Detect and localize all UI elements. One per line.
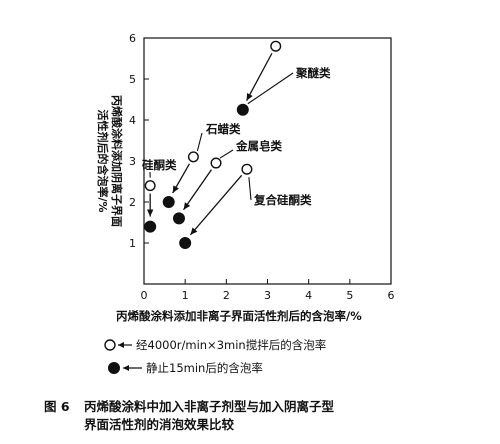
standing-point <box>163 197 174 208</box>
annotation-labels: 硅酮类 石蜡类 金属皂类 复合硅酮类 聚醚类 <box>142 66 331 207</box>
x-tick-label: 2 <box>223 289 230 302</box>
y-tick-label: 1 <box>129 237 136 250</box>
label-silicone: 硅酮类 <box>142 158 177 172</box>
figure-caption: 图 6 丙烯酸涂料中加入非离子剂型与加入阴离子型 界面活性剂的消泡效果比较 <box>44 398 484 434</box>
stirred-point <box>271 41 281 51</box>
arrow-line <box>190 175 241 235</box>
chart: 0 1 2 3 4 5 6 1 2 3 4 5 6 丙烯酸涂料添加阴离子界面 活性剂后的含泡率/% 丙… <box>0 0 500 395</box>
stirred-point <box>189 152 199 162</box>
y-axis-label-line2: 活性剂后的含泡率/% <box>96 109 110 212</box>
legend-open-circle-marker <box>105 340 115 350</box>
y-tick-label: 3 <box>129 155 136 168</box>
x-tick-label: 3 <box>264 289 271 302</box>
caption-line1: 丙烯酸涂料中加入非离子剂型与加入阴离子型 <box>84 399 334 414</box>
x-axis-label: 丙烯酸涂料添加非离子界面活性剂后的含泡率/% <box>116 309 362 323</box>
arrow-head <box>184 202 191 210</box>
label-paraffin: 石蜡类 <box>205 122 241 136</box>
x-tick-label: 1 <box>182 289 189 302</box>
y-tick-label: 6 <box>129 32 136 45</box>
label-pointer <box>248 73 293 104</box>
y-axis-label-line1: 丙烯酸涂料添加阴离子界面 <box>110 95 124 227</box>
x-axis-ticks: 0 1 2 3 4 5 6 <box>141 279 395 302</box>
stirred-point <box>211 158 221 168</box>
y-tick-label: 2 <box>129 196 136 209</box>
label-polyether: 聚醚类 <box>295 66 331 80</box>
standing-point <box>237 104 248 115</box>
legend-label-stirred: 经4000r/min×3min搅拌后的含泡率 <box>136 338 326 352</box>
legend: 经4000r/min×3min搅拌后的含泡率 静止15min后的含泡率 <box>105 338 326 375</box>
y-tick-label: 5 <box>129 73 136 86</box>
label-pointer <box>249 177 251 200</box>
standing-point <box>145 221 156 232</box>
y-axis-label: 丙烯酸涂料添加阴离子界面 活性剂后的含泡率/% <box>96 95 124 227</box>
x-tick-label: 0 <box>141 289 148 302</box>
stirred-point <box>145 181 155 191</box>
label-metal-soap: 金属皂类 <box>235 139 282 153</box>
figure-number: 图 6 <box>44 398 84 416</box>
arrow-line <box>247 53 272 100</box>
y-tick-label: 4 <box>129 114 136 127</box>
standing-point <box>180 238 191 249</box>
arrow-head <box>147 210 153 217</box>
caption-line2: 界面活性剂的消泡效果比较 <box>44 416 484 434</box>
legend-item-standing: 静止15min后的含泡率 <box>108 361 263 375</box>
arrow-line <box>184 170 212 210</box>
label-pointer <box>220 150 233 158</box>
stirred-point <box>242 164 252 174</box>
label-pointer <box>197 133 202 151</box>
legend-filled-circle-marker <box>108 362 120 374</box>
x-tick-label: 4 <box>305 289 312 302</box>
legend-item-stirred: 经4000r/min×3min搅拌后的含泡率 <box>105 338 326 352</box>
legend-label-standing: 静止15min后的含泡率 <box>146 361 263 375</box>
standing-point <box>173 213 184 224</box>
label-composite-silicone: 复合硅酮类 <box>253 193 312 207</box>
x-tick-label: 6 <box>388 289 395 302</box>
x-tick-label: 5 <box>346 289 353 302</box>
